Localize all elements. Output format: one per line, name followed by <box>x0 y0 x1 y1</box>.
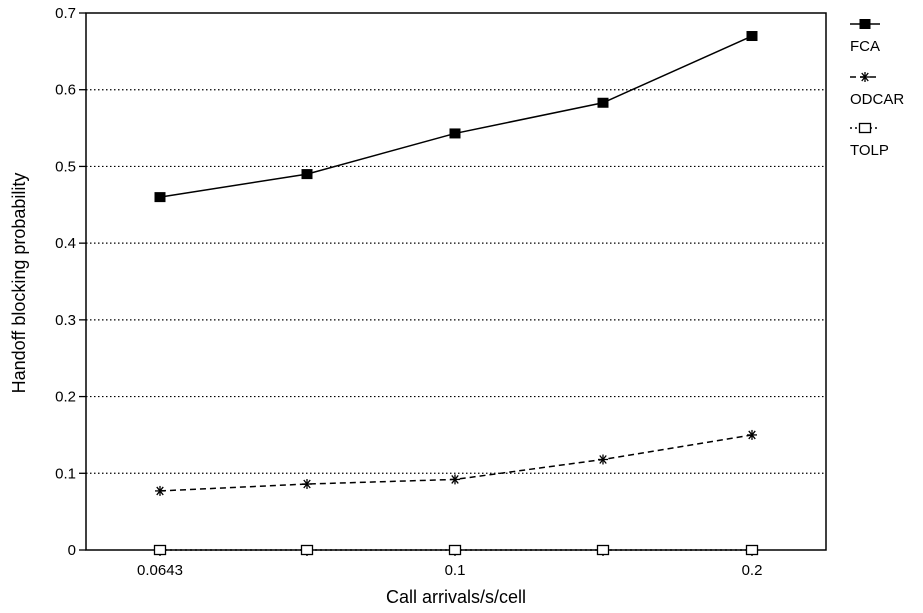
gridlines <box>86 89 826 474</box>
legend-label: TOLP <box>850 142 889 159</box>
x-axis-label: Call arrivals/s/cell <box>386 587 526 607</box>
marker-open-square <box>596 544 610 556</box>
legend-label: FCA <box>850 38 880 55</box>
marker-open-square <box>300 544 314 556</box>
x-tick-label: 0.2 <box>742 562 763 579</box>
marker-filled-square <box>859 19 871 29</box>
y-tick-label: 0.2 <box>55 389 76 406</box>
y-tick-label: 0.5 <box>55 158 76 175</box>
series-fca <box>154 31 758 203</box>
marker-filled-square <box>449 128 461 139</box>
marker-open-square <box>448 544 462 556</box>
marker-filled-square <box>597 97 609 108</box>
marker-open-square <box>153 544 167 556</box>
y-tick-label: 0.4 <box>55 235 76 252</box>
y-axis: 0 0.1 0.2 0.3 0.4 0.5 0.6 0.7 <box>55 5 86 559</box>
series-line <box>159 434 753 492</box>
series-odcar <box>155 429 757 496</box>
marker-filled-square <box>746 31 758 42</box>
marker-asterisk <box>450 474 460 485</box>
y-tick-label: 0.3 <box>55 312 76 329</box>
marker-asterisk <box>860 72 870 82</box>
series-tolp <box>153 544 759 556</box>
y-tick-label: 0 <box>68 542 76 559</box>
y-tick-label: 0.1 <box>55 465 76 482</box>
marker-open-square <box>858 122 872 134</box>
y-tick-label: 0.6 <box>55 82 76 99</box>
legend-item: ODCAR <box>850 72 904 108</box>
marker-open-square <box>745 544 759 556</box>
series-line <box>159 35 753 198</box>
series-group <box>153 31 759 556</box>
y-axis-label: Handoff blocking probability <box>9 173 29 394</box>
plot-area <box>85 12 827 551</box>
x-tick-label: 0.0643 <box>137 562 183 579</box>
legend: FCA ODCAR TOLP <box>850 19 904 159</box>
legend-item: FCA <box>850 19 880 55</box>
legend-item: TOLP <box>850 122 889 159</box>
y-tick-label: 0.7 <box>55 5 76 22</box>
marker-filled-square <box>301 169 313 180</box>
legend-label: ODCAR <box>850 91 904 108</box>
x-tick-label: 0.1 <box>445 562 466 579</box>
marker-asterisk <box>598 454 608 465</box>
marker-filled-square <box>154 192 166 203</box>
marker-asterisk <box>302 479 312 490</box>
marker-asterisk <box>747 429 757 440</box>
marker-asterisk <box>155 485 165 496</box>
